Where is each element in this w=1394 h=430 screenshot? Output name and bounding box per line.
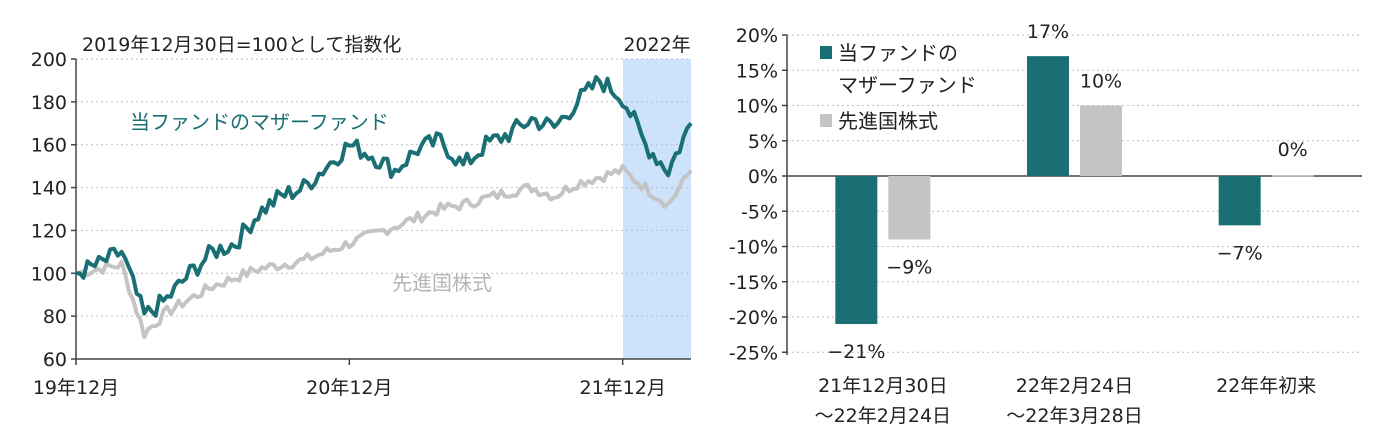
line-chart: 60 80 100 120 140 160 180 200 19年12月 20年12月 21年12… [31,34,693,399]
legend-label-fund-line2: マザーファンド [838,73,977,97]
data-label: −7% [1217,242,1263,264]
y-tick-label: 5% [748,131,778,153]
x-tick-label: 20年12月 [306,377,392,399]
y-tick-label: 0% [748,166,778,188]
legend-label-fund-line1: 当ファンドの [838,41,958,65]
data-label: 0% [1278,139,1308,161]
legend-label-stock: 先進国株式 [838,109,938,133]
y-tick-label: 15% [736,60,778,82]
category-label-line2: ～22年3月28日 [1006,405,1142,427]
highlight-2022-band [623,59,691,359]
bar-chart-bars [835,56,1314,325]
category-label: 22年年初来 [1216,375,1316,397]
legend-swatch-stock [820,114,832,127]
bar-chart-categories: 21年12月30日 ～22年2月24日 22年2月24日 ～22年3月28日 22年年初… [815,375,1317,427]
category-label-line2: ～22年2月24日 [815,405,951,427]
y-tick-label: 20% [736,25,778,47]
bar-fund [835,176,878,325]
series-line-stock [75,163,693,339]
y-tick-label: -15% [729,272,778,294]
y-tick-label: 160 [31,135,67,157]
y-tick-label: -25% [729,342,778,364]
y-tick-label: -5% [741,201,778,223]
x-tick-label: 19年12月 [33,377,119,399]
index-note: 2019年12月30日=100として指数化 [82,34,401,56]
data-label: 17% [1027,21,1069,43]
series-label-fund: 当ファンドのマザーファンド [130,110,389,134]
y-tick-label: -10% [729,237,778,259]
bar-chart-y-ticks: 20% 15% 10% 5% 0% -5% -10% -15% -20% -25% [729,25,787,364]
bar-fund [1027,56,1069,176]
legend-swatch-fund [820,46,832,59]
bar-chart-data-labels: −21% −9% 17% 10% −7% 0% [827,21,1307,363]
y-tick-label: 140 [31,178,67,200]
data-label: −9% [886,256,932,278]
bar-stock [888,176,931,240]
line-chart-x-ticks: 19年12月 20年12月 21年12月 [33,359,666,399]
series-line-fund [75,75,693,318]
line-chart-y-ticks: 60 80 100 120 140 160 180 200 [31,49,76,371]
y-tick-label: 100 [31,263,67,285]
bar-chart-legend: 当ファンドの マザーファンド 先進国株式 [820,41,977,133]
bar-fund [1218,176,1261,226]
category-label: 22年2月24日 [1016,375,1133,397]
y-tick-label: 60 [43,349,67,371]
y-tick-label: 180 [31,92,67,114]
y-tick-label: 120 [31,220,67,242]
series-label-stock: 先進国株式 [392,271,492,295]
data-label: 10% [1080,71,1122,93]
x-tick-label: 21年12月 [579,377,665,399]
y-tick-label: 80 [43,306,67,328]
bar-chart: 20% 15% 10% 5% 0% -5% -10% -15% -20% -25% −21% −9%… [729,21,1362,427]
y-tick-label: 200 [31,49,67,71]
y-tick-label: 10% [736,96,778,118]
bar-stock [1080,105,1122,176]
line-chart-gridlines [76,58,691,317]
bar-stock [1271,175,1314,177]
data-label: −21% [827,341,885,363]
bar-chart-gridlines [787,34,1362,353]
category-label: 21年12月30日 [818,375,948,397]
highlight-year-label: 2022年 [623,34,690,56]
y-tick-label: -20% [729,307,778,329]
